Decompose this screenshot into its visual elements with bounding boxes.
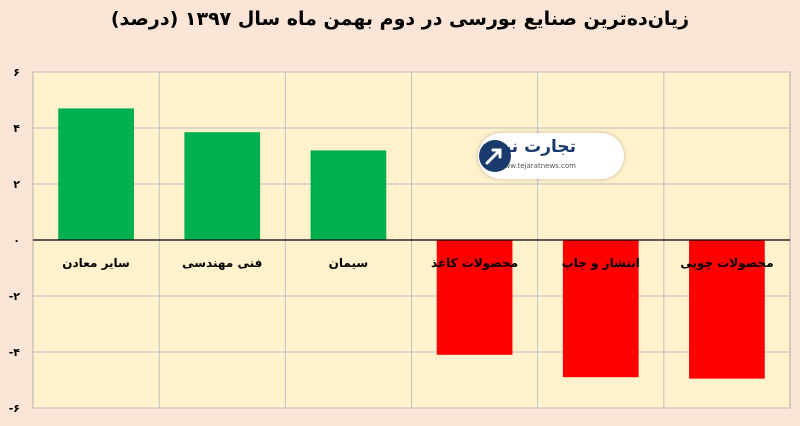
category-label: سیمان xyxy=(329,256,369,270)
y-tick-label: ۴ xyxy=(13,122,20,135)
tejarat-news-logo: تجارت نیوز www.tejaratnews.com xyxy=(478,133,624,179)
chart-title: زیان‌ده‌ترین صنایع بورسی در دوم بهمن ماه… xyxy=(110,8,690,30)
y-tick-label: ۰ xyxy=(13,234,20,247)
category-label: محصولات چوبی xyxy=(680,256,773,271)
bar xyxy=(436,240,513,355)
category-label: سایر معادن xyxy=(62,256,130,270)
category-label: فنی مهندسی xyxy=(182,256,262,270)
logo-url-text: www.tejaratnews.com xyxy=(498,162,576,170)
bar xyxy=(58,108,134,241)
y-tick-label: ۶ xyxy=(13,66,20,79)
y-axis-ticks: ۶ ۴ ۲ ۰ -۲ -۴ -۶ xyxy=(9,66,21,415)
y-tick-label: ۲ xyxy=(13,178,20,191)
category-labels: سایر معادن فنی مهندسی سیمان محصولات کاغذ انت… xyxy=(62,256,773,271)
category-label: انتشار و چاپ xyxy=(562,256,640,271)
bar xyxy=(562,240,639,378)
category-label: محصولات کاغذ xyxy=(431,256,518,271)
y-tick-label: -۶ xyxy=(9,402,20,415)
logo-arrow-icon xyxy=(479,140,511,172)
y-tick-label: -۲ xyxy=(9,290,21,303)
bar xyxy=(310,150,387,240)
y-tick-label: -۴ xyxy=(9,346,21,359)
bar xyxy=(184,132,261,240)
bars xyxy=(58,108,765,379)
bar xyxy=(689,240,765,379)
